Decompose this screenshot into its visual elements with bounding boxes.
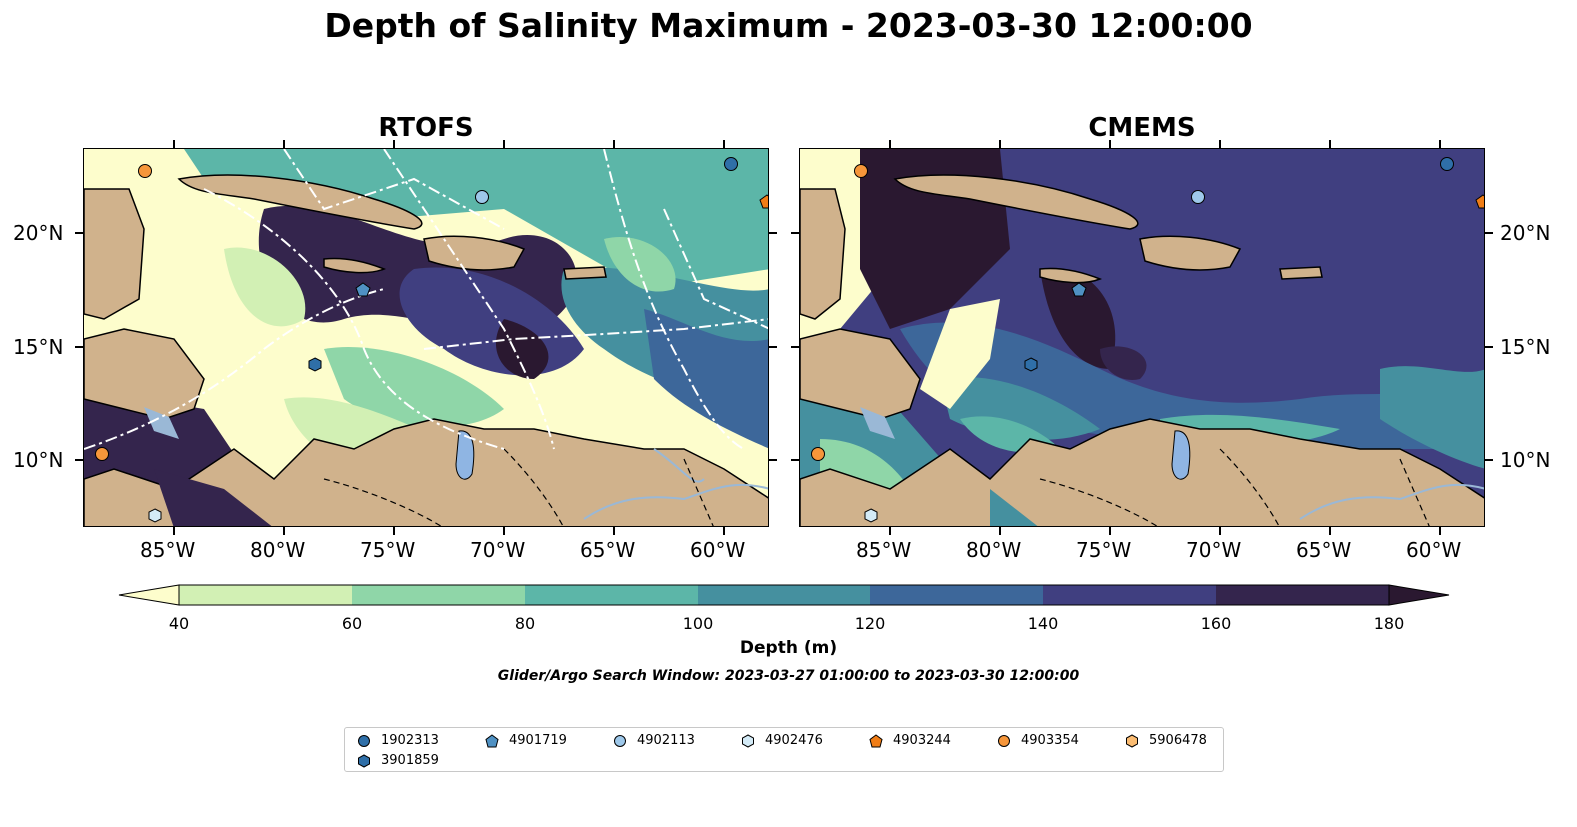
lat-label: 10°N [13,448,64,472]
colorbar-segment [179,585,352,605]
marker-4901719 [355,282,371,297]
legend: 1902313 4901719 4902113 4902476 4903244 … [344,727,1224,772]
marker-4903354 [854,164,868,178]
marker-1902313 [1440,157,1454,171]
map-cmems [799,148,1485,527]
circle-marker-icon [358,734,370,747]
marker-4902113 [1191,190,1205,204]
colorbar-tick: 40 [168,614,190,633]
hexagon-marker-icon [358,753,370,768]
lon-label: 75°W [1076,538,1132,562]
marker-4903354-b [95,447,109,461]
legend-label: 4902113 [637,733,695,748]
legend-label: 4902476 [765,733,823,748]
marker-4903244 [759,194,768,209]
colorbar-tick: 60 [341,614,363,633]
colorbar-tick: 180 [1373,614,1405,633]
legend-item: 4902113 [613,733,695,748]
lat-label: 15°N [1500,335,1551,359]
lon-label: 70°W [1186,538,1242,562]
legend-label: 3901859 [381,753,439,768]
legend-item: 5906478 [1125,733,1207,748]
circle-marker-icon [998,734,1010,747]
lon-label: 60°W [690,538,746,562]
colorbar-tick: 160 [1200,614,1232,633]
hexagon-marker-icon [742,733,754,748]
colorbar-segment [698,585,870,605]
figure-title: Depth of Salinity Maximum - 2023-03-30 1… [324,6,1253,45]
marker-1902313 [724,157,738,171]
lon-label: 80°W [250,538,306,562]
lon-label: 75°W [360,538,416,562]
map-rtofs-svg [84,149,768,526]
lat-label: 20°N [1500,221,1551,245]
legend-item: 3901859 [357,753,439,768]
colorbar-tick: 120 [854,614,886,633]
colorbar-extend-min [118,584,180,606]
legend-item: 1902313 [357,733,439,748]
marker-4902476 [148,508,162,523]
panel-title-cmems: CMEMS [1088,113,1196,143]
lat-label: 10°N [1500,448,1551,472]
legend-item: 4902476 [741,733,823,748]
marker-3901859 [308,357,322,372]
legend-item: 4901719 [485,733,567,748]
lon-label: 85°W [856,538,912,562]
marker-4901719 [1071,282,1087,297]
legend-label: 1902313 [381,733,439,748]
colorbar-label: Depth (m) [739,638,838,658]
map-cmems-svg [800,149,1484,526]
lon-label: 70°W [470,538,526,562]
colorbar-segment [352,585,525,605]
legend-item: 4903244 [869,733,951,748]
legend-label: 4901719 [509,733,567,748]
colorbar-segment [1043,585,1216,605]
hexagon-marker-icon [1126,733,1138,748]
legend-label: 4903354 [1021,733,1079,748]
colorbar-segment [870,585,1043,605]
colorbar-tick: 100 [682,614,714,633]
marker-4902113 [475,190,489,204]
colorbar-tick: 80 [514,614,536,633]
circle-marker-icon [614,734,626,747]
panel-title-rtofs: RTOFS [378,113,474,143]
colorbar-tick: 140 [1027,614,1059,633]
lon-label: 85°W [140,538,196,562]
axis-ticks [75,140,1493,535]
legend-label: 5906478 [1149,733,1207,748]
marker-4903354 [138,164,152,178]
lon-label: 65°W [1296,538,1352,562]
lon-label: 80°W [966,538,1022,562]
colorbar-segment [525,585,698,605]
colorbar-segment [1216,585,1389,605]
pentagon-marker-icon [869,733,883,747]
marker-4903244 [1475,194,1484,209]
lon-label: 65°W [580,538,636,562]
marker-4903354-b [811,447,825,461]
legend-label: 4903244 [893,733,951,748]
search-window-text: Glider/Argo Search Window: 2023-03-27 01… [497,668,1080,684]
map-rtofs [83,148,769,527]
colorbar-extend-max [1388,584,1450,606]
lon-label: 60°W [1406,538,1462,562]
lat-label: 15°N [13,335,64,359]
legend-item: 4903354 [997,733,1079,748]
colorbar [118,584,1450,606]
marker-4902476 [864,508,878,523]
marker-3901859 [1024,357,1038,372]
lat-label: 20°N [13,221,64,245]
pentagon-marker-icon [485,733,499,747]
